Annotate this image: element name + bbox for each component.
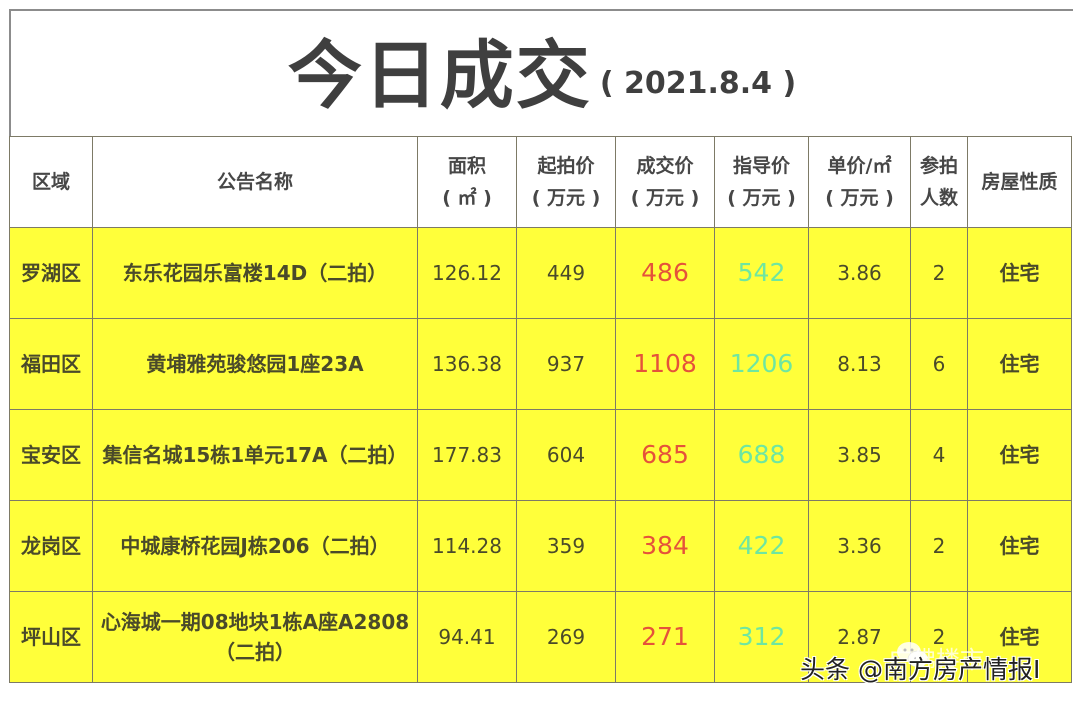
cell-name: 集信名城15栋1单元17A（二拍） — [92, 409, 418, 501]
col-start-price: 起拍价( 万元 ) — [516, 136, 616, 228]
cell-deal-price: 1108 — [615, 318, 715, 410]
watermark: 头条 @南方房产情报I — [800, 655, 1041, 684]
cell-bidders: 2 — [910, 591, 968, 683]
cell-deal-price: 685 — [615, 409, 715, 501]
col-district: 区域 — [9, 136, 93, 228]
cell-bidders: 4 — [910, 409, 968, 501]
table-row: 坪山区 心海城一期08地块1栋A座A2808（二拍） 94.41 269 271… — [9, 591, 1072, 683]
cell-start-price: 449 — [516, 227, 616, 319]
cell-type: 住宅 — [967, 409, 1072, 501]
cell-district: 宝安区 — [9, 409, 93, 501]
cell-area: 136.38 — [417, 318, 517, 410]
cell-guide-price: 312 — [714, 591, 809, 683]
cell-area: 126.12 — [417, 227, 517, 319]
col-guide-price: 指导价( 万元 ) — [714, 136, 809, 228]
cell-name: 心海城一期08地块1栋A座A2808（二拍） — [92, 591, 418, 683]
cell-bidders: 2 — [910, 500, 968, 592]
cell-guide-price: 542 — [714, 227, 809, 319]
cell-unit-price: 3.86 — [808, 227, 911, 319]
cell-area: 94.41 — [417, 591, 517, 683]
table-row: 宝安区 集信名城15栋1单元17A（二拍） 177.83 604 685 688… — [9, 409, 1072, 501]
cell-district: 福田区 — [9, 318, 93, 410]
header-row: 区域 公告名称 面积( ㎡ ) 起拍价( 万元 ) 成交价( 万元 ) 指导价(… — [9, 136, 1072, 228]
cell-area: 177.83 — [417, 409, 517, 501]
cell-unit-price: 8.13 — [808, 318, 911, 410]
col-announcement-name: 公告名称 — [92, 136, 418, 228]
cell-deal-price: 271 — [615, 591, 715, 683]
cell-district: 罗湖区 — [9, 227, 93, 319]
wechat-icon — [897, 642, 929, 668]
cell-start-price: 937 — [516, 318, 616, 410]
deals-table: 区域 公告名称 面积( ㎡ ) 起拍价( 万元 ) 成交价( 万元 ) 指导价(… — [9, 136, 1072, 683]
cell-unit-price: 2.87 — [808, 591, 911, 683]
cell-guide-price: 422 — [714, 500, 809, 592]
cell-unit-price: 3.36 — [808, 500, 911, 592]
cell-guide-price: 1206 — [714, 318, 809, 410]
cell-type: 住宅 — [967, 591, 1072, 683]
cell-name: 中城康桥花园J栋206（二拍） — [92, 500, 418, 592]
watermark-faint: 广佛楼市 — [888, 646, 984, 674]
col-area: 面积( ㎡ ) — [417, 136, 517, 228]
cell-type: 住宅 — [967, 227, 1072, 319]
cell-deal-price: 384 — [615, 500, 715, 592]
cell-guide-price: 688 — [714, 409, 809, 501]
cell-bidders: 6 — [910, 318, 968, 410]
cell-district: 龙岗区 — [9, 500, 93, 592]
table-row: 罗湖区 东乐花园乐富楼14D（二拍） 126.12 449 486 542 3.… — [9, 227, 1072, 319]
cell-unit-price: 3.85 — [808, 409, 911, 501]
cell-start-price: 604 — [516, 409, 616, 501]
cell-district: 坪山区 — [9, 591, 93, 683]
col-property-type: 房屋性质 — [967, 136, 1072, 228]
title-date: ( 2021.8.4 ) — [599, 66, 797, 101]
cell-area: 114.28 — [417, 500, 517, 592]
cell-start-price: 359 — [516, 500, 616, 592]
cell-type: 住宅 — [967, 318, 1072, 410]
title-box: 今日成交 ( 2021.8.4 ) — [9, 9, 1073, 136]
cell-start-price: 269 — [516, 591, 616, 683]
table-row: 龙岗区 中城康桥花园J栋206（二拍） 114.28 359 384 422 3… — [9, 500, 1072, 592]
cell-deal-price: 486 — [615, 227, 715, 319]
title-area: 今日成交 ( 2021.8.4 ) — [11, 11, 1073, 136]
page-title: 今日成交 — [287, 33, 592, 119]
cell-bidders: 2 — [910, 227, 968, 319]
col-unit-price: 单价/㎡( 万元 ) — [808, 136, 911, 228]
cell-name: 黄埔雅苑骏悠园1座23A — [92, 318, 418, 410]
col-deal-price: 成交价( 万元 ) — [615, 136, 715, 228]
table-row: 福田区 黄埔雅苑骏悠园1座23A 136.38 937 1108 1206 8.… — [9, 318, 1072, 410]
cell-name: 东乐花园乐富楼14D（二拍） — [92, 227, 418, 319]
col-bidders: 参拍 人数 — [910, 136, 968, 228]
cell-type: 住宅 — [967, 500, 1072, 592]
